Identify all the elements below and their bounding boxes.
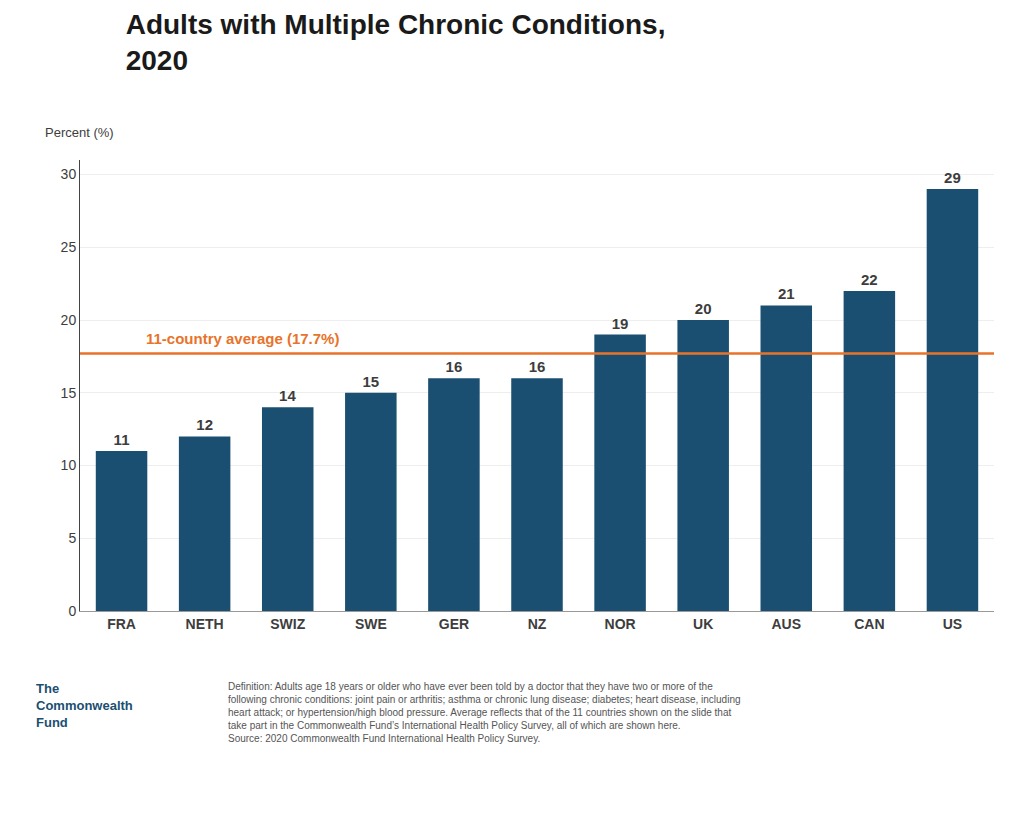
svg-text:20: 20	[61, 312, 77, 328]
svg-text:25: 25	[61, 239, 77, 255]
svg-text:16: 16	[446, 358, 463, 375]
svg-text:5: 5	[68, 530, 76, 546]
svg-text:30: 30	[61, 166, 77, 182]
svg-text:12: 12	[196, 416, 213, 433]
svg-text:14: 14	[279, 387, 296, 404]
svg-text:29: 29	[944, 169, 961, 186]
svg-text:20: 20	[695, 300, 712, 317]
svg-text:TheCommonwealthFund: TheCommonwealthFund	[36, 681, 133, 730]
svg-text:SWIZ: SWIZ	[270, 616, 305, 632]
svg-text:NETH: NETH	[186, 616, 224, 632]
svg-text:NZ: NZ	[528, 616, 547, 632]
svg-text:22: 22	[861, 271, 878, 288]
svg-text:Percent (%): Percent (%)	[45, 125, 114, 140]
svg-text:Adults with Multiple Chronic C: Adults with Multiple Chronic Conditions,…	[126, 9, 666, 76]
svg-text:11: 11	[114, 431, 130, 448]
svg-text:GER: GER	[439, 616, 469, 632]
svg-text:NOR: NOR	[605, 616, 636, 632]
svg-text:Definition: Adults age 18 year: Definition: Adults age 18 years or older…	[228, 681, 741, 744]
svg-text:AUS: AUS	[771, 616, 801, 632]
svg-text:US: US	[943, 616, 962, 632]
svg-text:SWE: SWE	[355, 616, 387, 632]
svg-text:FRA: FRA	[107, 616, 136, 632]
svg-text:10: 10	[61, 457, 77, 473]
svg-text:UK: UK	[693, 616, 713, 632]
svg-text:15: 15	[61, 385, 77, 401]
svg-text:11-country average (17.7%): 11-country average (17.7%)	[146, 330, 339, 347]
svg-text:21: 21	[778, 285, 795, 302]
svg-text:16: 16	[529, 358, 546, 375]
svg-text:15: 15	[362, 373, 379, 390]
svg-text:CAN: CAN	[854, 616, 884, 632]
svg-text:0: 0	[68, 603, 76, 619]
svg-text:19: 19	[612, 315, 629, 332]
